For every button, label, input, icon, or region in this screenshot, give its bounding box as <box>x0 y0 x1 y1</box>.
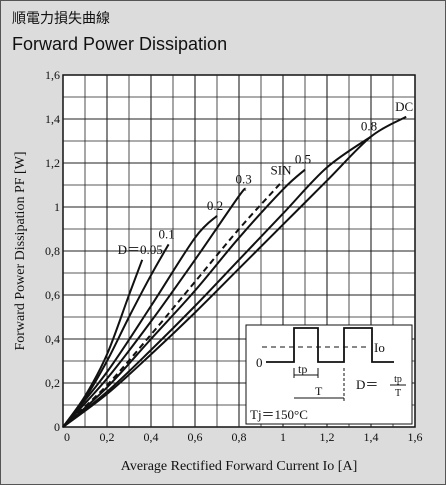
pulse-waveform <box>266 327 394 363</box>
series-line <box>62 215 218 428</box>
duty-numerator: tp <box>394 374 402 385</box>
x-tick-label: 0,8 <box>232 430 247 444</box>
y-tick-label: 1,6 <box>45 68 60 82</box>
io-label: Io <box>374 340 385 355</box>
series-label: DC <box>395 99 413 114</box>
duty-denominator: T <box>395 388 401 399</box>
series-label: 0.1 <box>158 226 174 241</box>
y-tick-label: 0 <box>54 420 60 434</box>
inset-box <box>245 324 413 425</box>
chart-title: Forward Power Dissipation <box>12 34 228 54</box>
y-tick-label: 0,6 <box>45 288 60 302</box>
y-tick-label: 0,8 <box>45 244 60 258</box>
x-tick-labels: 0 0,2 0,4 0,6 0,8 1 1,2 1,4 1,6 <box>64 430 423 444</box>
series-label: 0.5 <box>295 152 311 167</box>
tj-label: Tj＝150°C <box>250 407 308 422</box>
y-tick-labels: 0 0,2 0,4 0,6 0,8 1 1,2 1,4 1,6 <box>45 68 60 434</box>
duty-label: D＝ <box>356 377 378 392</box>
y-tick-label: 1 <box>54 200 60 214</box>
x-tick-label: 0,4 <box>144 430 159 444</box>
curves <box>62 115 407 428</box>
x-tick-label: 0,2 <box>100 430 115 444</box>
y-tick-label: 1,4 <box>45 112 60 126</box>
series-label: 0.8 <box>361 119 377 134</box>
series-line <box>62 179 284 428</box>
y-tick-label: 1,2 <box>45 156 60 170</box>
series-line <box>62 187 247 428</box>
waveform-inset: Io 0 tp T D＝ tp T Tj＝150°C <box>245 324 413 425</box>
y-tick-label: 0,4 <box>45 332 60 346</box>
series-line <box>62 115 407 428</box>
t-label: T <box>315 384 323 398</box>
x-tick-label: 0,6 <box>188 430 203 444</box>
series-line <box>62 135 372 428</box>
x-tick-label: 1,2 <box>320 430 335 444</box>
x-axis-label: Average Rectified Forward Current Io [A] <box>121 459 357 474</box>
series-label: 0.2 <box>207 198 223 213</box>
series-label: SIN <box>271 163 293 178</box>
series-line <box>62 168 306 428</box>
series-label: D＝0.05 <box>118 242 163 257</box>
series-label: 0.3 <box>235 171 251 186</box>
x-tick-label: 1,6 <box>408 430 423 444</box>
zero-label: 0 <box>256 355 263 370</box>
x-tick-label: 0 <box>64 430 70 444</box>
y-axis-label: Forward Power Dissipation PF [W] <box>13 151 28 350</box>
y-tick-label: 0,2 <box>45 376 60 390</box>
x-tick-label: 1 <box>280 430 286 444</box>
chart-title-jp: 順電力損失曲線 <box>12 11 110 27</box>
tp-label: tp <box>298 362 307 376</box>
x-tick-label: 1,4 <box>364 430 379 444</box>
